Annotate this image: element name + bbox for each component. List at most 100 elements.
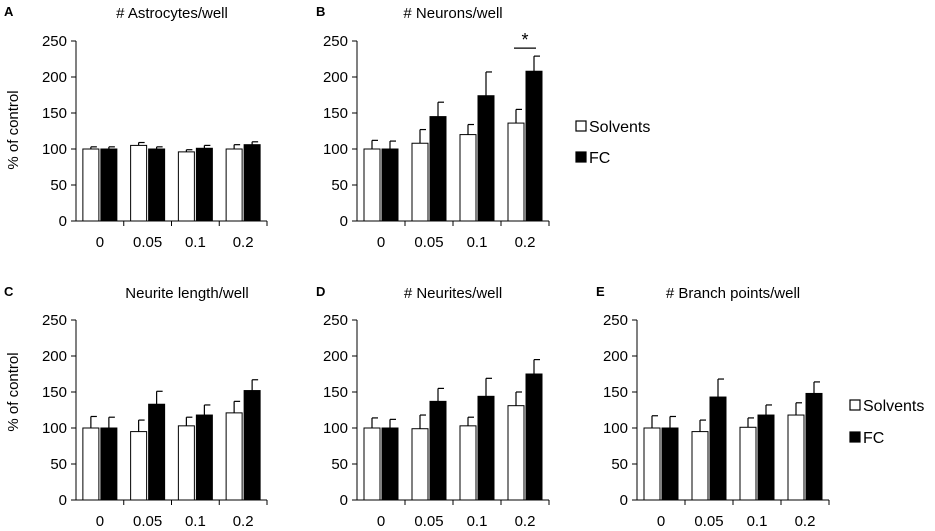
x-tick-label: 0.2 xyxy=(233,513,254,530)
significance-marker: * xyxy=(521,30,528,50)
bar-solvents xyxy=(459,425,477,501)
x-tick-label: 0 xyxy=(377,513,385,530)
y-tick-label: 0 xyxy=(59,213,67,230)
y-tick-label: 100 xyxy=(323,420,348,437)
legend-swatch-fc xyxy=(849,431,861,443)
legend: Solvents FC xyxy=(849,398,924,447)
bar-solvents xyxy=(130,431,148,501)
bar-fc xyxy=(525,70,543,222)
y-tick-label: 100 xyxy=(603,420,628,437)
y-tick-label: 100 xyxy=(42,141,67,158)
chart-title: # Astrocytes/well xyxy=(116,5,228,22)
x-tick-label: 0.1 xyxy=(185,513,206,530)
y-tick-label: 0 xyxy=(620,492,628,509)
bar-solvents xyxy=(225,412,243,501)
y-tick-label: 0 xyxy=(340,213,348,230)
panel-letter: A xyxy=(4,4,14,19)
bar-solvents xyxy=(507,405,525,501)
bar-solvents xyxy=(177,151,195,222)
bar-fc xyxy=(661,427,679,501)
panel-d: D # Neurites/well 0 50 100 150 200 250 0 0.05 0.… xyxy=(316,284,550,530)
x-tick-label: 0 xyxy=(377,234,385,251)
y-tick-label: 50 xyxy=(331,177,348,194)
y-axis-label: % of control xyxy=(5,352,22,431)
bar-solvents xyxy=(787,414,805,501)
bar-fc xyxy=(429,400,447,501)
x-tick-label: 0 xyxy=(96,513,104,530)
bar-solvents xyxy=(225,148,243,222)
bar-fc xyxy=(525,373,543,501)
bar-fc xyxy=(805,392,823,501)
y-tick-label: 250 xyxy=(42,312,67,329)
x-tick-label: 0.2 xyxy=(515,234,536,251)
y-tick-label: 200 xyxy=(323,348,348,365)
legend-label-fc: FC xyxy=(589,150,610,167)
bar-solvents xyxy=(411,142,429,222)
x-tick-label: 0 xyxy=(657,513,665,530)
y-tick-label: 50 xyxy=(50,177,67,194)
panel-e: E # Branch points/well 0 50 100 150 200 250 0 0… xyxy=(596,284,830,530)
y-axis-label: % of control xyxy=(5,90,22,169)
y-tick-label: 150 xyxy=(323,105,348,122)
bar-solvents xyxy=(691,431,709,501)
bar-solvents xyxy=(739,426,757,501)
bar-solvents xyxy=(459,134,477,222)
bar-fc xyxy=(195,414,213,501)
bar-solvents xyxy=(363,148,381,222)
x-tick-label: 0.05 xyxy=(694,513,723,530)
legend-swatch-solvents xyxy=(849,399,861,411)
x-tick-label: 0.05 xyxy=(133,513,162,530)
y-tick-label: 200 xyxy=(42,69,67,86)
bar-solvents xyxy=(82,148,100,222)
bar-fc xyxy=(195,147,213,222)
bar-fc xyxy=(429,116,447,222)
x-tick-label: 0.1 xyxy=(467,513,488,530)
x-tick-label: 0.2 xyxy=(795,513,816,530)
x-tick-label: 0 xyxy=(96,234,104,251)
y-tick-label: 150 xyxy=(323,384,348,401)
panel-letter: B xyxy=(316,4,325,19)
bar-fc xyxy=(381,148,399,222)
y-tick-label: 250 xyxy=(603,312,628,329)
bar-fc xyxy=(243,144,261,222)
y-tick-label: 150 xyxy=(42,105,67,122)
panel-b: B # Neurons/well 0 50 100 150 200 250 0 0.05 0.1… xyxy=(316,4,550,251)
y-tick-label: 250 xyxy=(323,33,348,50)
legend: Solvents FC xyxy=(575,119,650,167)
bar-fc xyxy=(709,396,727,501)
x-tick-label: 0.1 xyxy=(185,234,206,251)
panel-letter: C xyxy=(4,284,14,299)
panel-c: C Neurite length/well % of control 0 50 10… xyxy=(4,284,268,530)
bar-solvents xyxy=(643,427,661,501)
bar-fc xyxy=(148,148,166,222)
y-tick-label: 0 xyxy=(340,492,348,509)
panel-letter: D xyxy=(316,284,325,299)
bar-solvents xyxy=(177,425,195,501)
y-tick-label: 50 xyxy=(331,456,348,473)
legend-label-solvents: Solvents xyxy=(589,119,650,136)
bar-fc xyxy=(100,427,118,501)
y-tick-label: 150 xyxy=(603,384,628,401)
legend-swatch-fc xyxy=(575,151,587,163)
bar-solvents xyxy=(411,428,429,501)
y-tick-label: 200 xyxy=(603,348,628,365)
x-tick-label: 0.05 xyxy=(133,234,162,251)
panel-a: A # Astrocytes/well % of control 0 50 100 1… xyxy=(4,4,268,251)
x-tick-label: 0.2 xyxy=(515,513,536,530)
legend-label-solvents: Solvents xyxy=(863,398,924,415)
x-tick-label: 0.1 xyxy=(747,513,768,530)
chart-title: # Neurites/well xyxy=(404,285,502,302)
bar-solvents xyxy=(130,144,148,222)
y-tick-label: 0 xyxy=(59,492,67,509)
legend-swatch-solvents xyxy=(575,120,587,132)
chart-title: # Branch points/well xyxy=(666,285,800,302)
y-tick-label: 50 xyxy=(611,456,628,473)
bar-fc xyxy=(100,148,118,222)
y-tick-label: 50 xyxy=(50,456,67,473)
bar-fc xyxy=(148,403,166,501)
chart-title: # Neurons/well xyxy=(403,5,502,22)
legend-label-fc: FC xyxy=(863,430,884,447)
y-tick-label: 250 xyxy=(42,33,67,50)
y-tick-label: 150 xyxy=(42,384,67,401)
